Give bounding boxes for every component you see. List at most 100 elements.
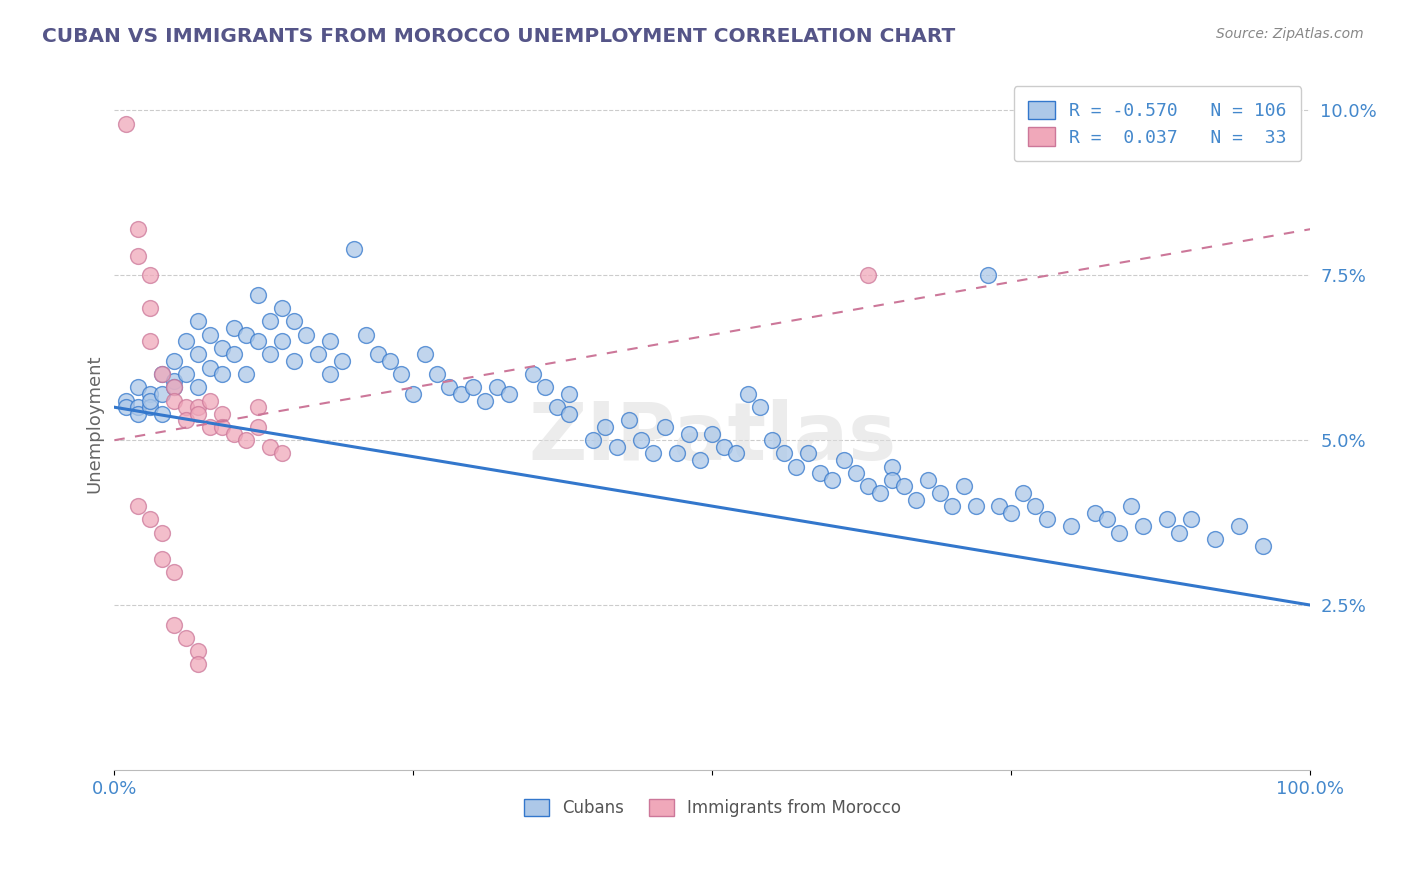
Point xyxy=(139,393,162,408)
Point xyxy=(725,446,748,460)
Point xyxy=(1108,525,1130,540)
Point xyxy=(606,440,628,454)
Point xyxy=(856,479,879,493)
Point xyxy=(522,368,544,382)
Point xyxy=(222,321,245,335)
Point xyxy=(187,347,209,361)
Point xyxy=(211,368,233,382)
Point xyxy=(630,434,652,448)
Point xyxy=(917,473,939,487)
Point xyxy=(737,387,759,401)
Point xyxy=(797,446,820,460)
Point xyxy=(904,492,927,507)
Point xyxy=(893,479,915,493)
Point xyxy=(1167,525,1189,540)
Point xyxy=(187,407,209,421)
Point xyxy=(246,420,269,434)
Point xyxy=(163,565,186,579)
Point xyxy=(187,314,209,328)
Point xyxy=(150,368,173,382)
Point xyxy=(1156,512,1178,526)
Point xyxy=(187,644,209,658)
Point xyxy=(426,368,449,382)
Point xyxy=(150,387,173,401)
Point xyxy=(187,657,209,672)
Point xyxy=(1180,512,1202,526)
Point xyxy=(198,327,221,342)
Point xyxy=(928,486,950,500)
Point xyxy=(187,401,209,415)
Point xyxy=(163,380,186,394)
Point xyxy=(198,360,221,375)
Point xyxy=(354,327,377,342)
Point xyxy=(343,242,366,256)
Point xyxy=(127,222,149,236)
Point xyxy=(821,473,844,487)
Point xyxy=(402,387,425,401)
Point xyxy=(139,301,162,316)
Point xyxy=(139,334,162,349)
Point xyxy=(198,420,221,434)
Point xyxy=(439,380,461,394)
Point xyxy=(211,420,233,434)
Point xyxy=(582,434,605,448)
Point xyxy=(222,426,245,441)
Point xyxy=(270,446,292,460)
Point xyxy=(558,407,581,421)
Point xyxy=(965,499,987,513)
Legend: Cubans, Immigrants from Morocco: Cubans, Immigrants from Morocco xyxy=(517,792,908,824)
Point xyxy=(1060,519,1083,533)
Point xyxy=(546,401,568,415)
Point xyxy=(246,288,269,302)
Point xyxy=(1204,532,1226,546)
Point xyxy=(235,368,257,382)
Point xyxy=(1012,486,1035,500)
Point xyxy=(283,314,305,328)
Point xyxy=(941,499,963,513)
Point xyxy=(486,380,509,394)
Point xyxy=(367,347,389,361)
Point xyxy=(318,334,340,349)
Point xyxy=(174,631,197,645)
Point xyxy=(150,407,173,421)
Point xyxy=(641,446,664,460)
Point xyxy=(869,486,891,500)
Point xyxy=(415,347,437,361)
Point xyxy=(246,334,269,349)
Point xyxy=(307,347,329,361)
Point xyxy=(174,334,197,349)
Point xyxy=(1119,499,1142,513)
Point xyxy=(665,446,688,460)
Point xyxy=(391,368,413,382)
Point xyxy=(702,426,724,441)
Point xyxy=(174,401,197,415)
Point xyxy=(1024,499,1046,513)
Point xyxy=(139,387,162,401)
Point xyxy=(259,347,281,361)
Point xyxy=(150,552,173,566)
Point xyxy=(952,479,974,493)
Point xyxy=(139,512,162,526)
Text: Source: ZipAtlas.com: Source: ZipAtlas.com xyxy=(1216,27,1364,41)
Point xyxy=(1084,506,1107,520)
Point xyxy=(139,401,162,415)
Point xyxy=(880,473,903,487)
Point xyxy=(558,387,581,401)
Text: ZIPatlas: ZIPatlas xyxy=(529,399,897,476)
Point xyxy=(318,368,340,382)
Point xyxy=(294,327,316,342)
Point xyxy=(211,341,233,355)
Point xyxy=(270,334,292,349)
Point xyxy=(845,466,868,480)
Point xyxy=(330,354,353,368)
Point xyxy=(1132,519,1154,533)
Y-axis label: Unemployment: Unemployment xyxy=(86,354,103,493)
Point xyxy=(283,354,305,368)
Point xyxy=(534,380,557,394)
Point xyxy=(880,459,903,474)
Point xyxy=(856,268,879,283)
Point xyxy=(689,453,711,467)
Point xyxy=(150,368,173,382)
Point xyxy=(678,426,700,441)
Point xyxy=(211,407,233,421)
